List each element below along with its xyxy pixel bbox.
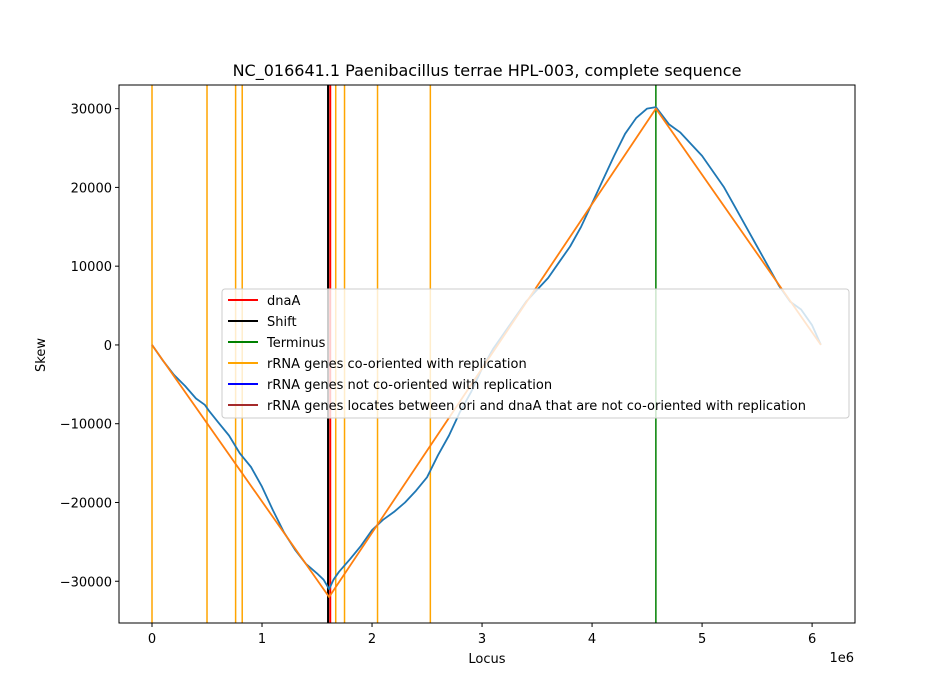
- legend-label-2: Terminus: [266, 336, 326, 351]
- x-axis-multiplier: 1e6: [829, 651, 854, 666]
- legend-label-0: dnaA: [267, 294, 300, 309]
- y-tick-label-3: 0: [104, 339, 112, 354]
- y-axis-label: Skew: [34, 338, 49, 372]
- y-tick-label-4: 10000: [71, 260, 112, 275]
- y-tick-label-0: −30000: [60, 575, 112, 590]
- legend-label-1: Shift: [267, 315, 297, 330]
- x-tick-label-4: 4: [588, 632, 596, 647]
- x-tick-label-0: 0: [148, 632, 156, 647]
- x-tick-label-3: 3: [478, 632, 486, 647]
- y-tick-label-5: 20000: [71, 181, 112, 196]
- legend-label-5: rRNA genes locates between ori and dnaA …: [267, 399, 806, 414]
- x-tick-label-2: 2: [368, 632, 376, 647]
- y-tick-label-1: −20000: [60, 496, 112, 511]
- legend: dnaA Shift Terminus rRNA genes co-oriented …: [221, 288, 850, 419]
- x-tick-label-5: 5: [698, 632, 706, 647]
- y-tick-label-6: 30000: [71, 103, 112, 118]
- x-tick-label-1: 1: [258, 632, 266, 647]
- x-tick-label-6: 6: [808, 632, 816, 647]
- chart-title: NC_016641.1 Paenibacillus terrae HPL-003…: [233, 61, 742, 81]
- plot-frame: [118, 84, 856, 624]
- y-tick-label-2: −10000: [60, 418, 112, 433]
- x-axis-label: Locus: [468, 652, 505, 667]
- legend-label-4: rRNA genes not co-oriented with replicat…: [267, 378, 552, 393]
- legend-label-3: rRNA genes co-oriented with replication: [267, 357, 527, 372]
- legend-box: [221, 288, 850, 419]
